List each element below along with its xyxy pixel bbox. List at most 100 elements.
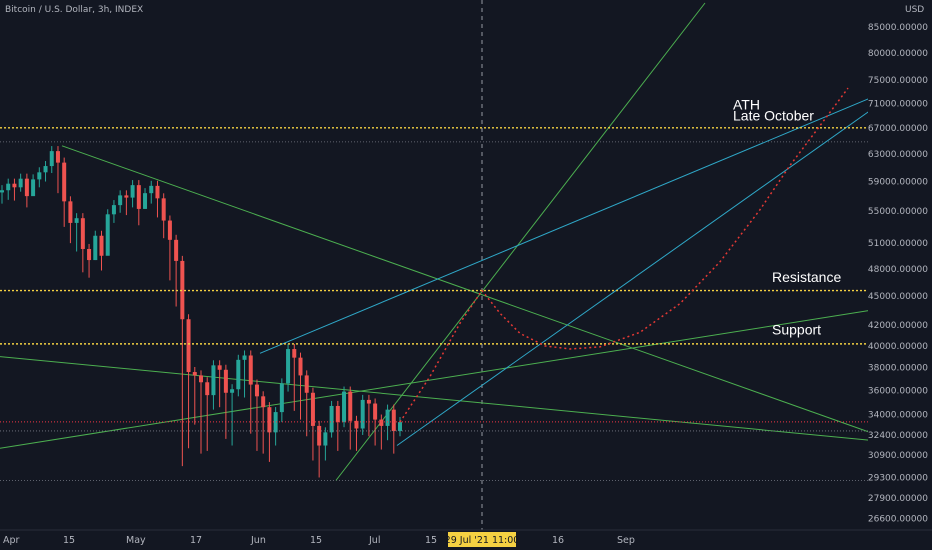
y-tick-label: 51000.00000: [868, 239, 928, 249]
candle-body: [49, 151, 54, 167]
candle-body: [254, 384, 259, 397]
candle-body: [211, 365, 216, 396]
candle-body: [111, 205, 116, 215]
crosshair-label-bg: [448, 532, 516, 547]
y-tick-label: 48000.00000: [868, 265, 928, 275]
candle-body: [373, 403, 378, 420]
candle-body: [279, 383, 284, 413]
candle-body: [310, 392, 315, 426]
candle-body: [217, 365, 222, 370]
candle-body: [62, 162, 67, 202]
candle-body: [317, 425, 322, 446]
x-tick-label: Jul: [368, 535, 380, 546]
y-tick-label: 85000.00000: [868, 23, 928, 33]
candle-body: [261, 396, 266, 408]
candle-body: [304, 375, 309, 393]
candle-body: [37, 172, 42, 180]
candle-body: [93, 235, 98, 261]
candle-body: [398, 422, 402, 432]
y-tick-label: 30900.00000: [868, 451, 928, 461]
candle-body: [87, 248, 92, 261]
candle-body: [99, 235, 104, 256]
candle-body: [24, 178, 29, 197]
candle-body: [342, 391, 347, 423]
currency-label: USD: [905, 5, 924, 15]
annotation-label: Support: [772, 321, 821, 337]
y-axis[interactable]: 26600.00000 27900.00000 29300.00000 30900.0…: [868, 0, 932, 550]
y-tick-label: 59000.00000: [868, 178, 928, 188]
candle-body: [192, 372, 197, 376]
y-tick-label: 38000.00000: [868, 364, 928, 374]
grid: [0, 0, 868, 530]
candle-body: [18, 178, 23, 188]
y-tick-label: 75000.00000: [868, 76, 928, 86]
candle-body: [230, 389, 235, 393]
candle-body: [43, 166, 48, 173]
candle-body: [273, 412, 278, 433]
y-tick-label: 71000.00000: [868, 99, 928, 109]
y-tick-label: 36000.00000: [868, 386, 928, 396]
x-tick-label: 17: [190, 535, 202, 546]
crosshair-label: 29 Jul '21 11:00: [445, 535, 520, 546]
candle-body: [391, 409, 396, 432]
candle-body: [223, 369, 228, 393]
candle-body: [118, 195, 123, 206]
trend-line: [0, 309, 871, 449]
candle-body: [80, 218, 85, 249]
candle-body: [136, 185, 141, 209]
candle-body: [124, 195, 129, 198]
y-tick-label: 32400.00000: [868, 431, 928, 441]
x-tick-label: May: [126, 535, 146, 546]
annotation-label: Late October: [733, 107, 814, 123]
y-tick-label: 26600.00000: [868, 514, 928, 524]
x-tick-label: Jun: [250, 535, 266, 546]
candle-body: [366, 399, 371, 404]
candle-body: [74, 218, 79, 223]
candle-body: [12, 183, 17, 188]
candles: [0, 146, 402, 478]
trend-line: [0, 356, 871, 441]
candle-body: [161, 198, 166, 221]
candle-body: [105, 214, 110, 256]
candle-body: [354, 420, 359, 429]
candle-body: [298, 357, 303, 376]
y-tick-label: 55000.00000: [868, 207, 928, 217]
candle-body: [0, 190, 4, 193]
candle-body: [31, 179, 36, 197]
x-tick-label: 15: [425, 535, 437, 546]
candle-body: [323, 432, 328, 446]
candle-body: [379, 419, 384, 426]
y-tick-label: 42000.00000: [868, 321, 928, 331]
trend-line: [396, 108, 873, 446]
y-tick-label: 63000.00000: [868, 150, 928, 160]
candle-body: [205, 382, 210, 396]
x-tick-label: Sep: [617, 535, 635, 546]
candle-body: [248, 355, 253, 385]
candle-body: [155, 185, 160, 199]
trend-line: [259, 96, 873, 354]
x-axis[interactable]: Apr 15 May 17 Jun 15 Jul 15 16 Sep 29 Jul '21 11:0…: [0, 529, 932, 547]
y-tick-label: 34000.00000: [868, 411, 928, 421]
candle-body: [242, 355, 247, 360]
annotation-label: Resistance: [772, 269, 841, 285]
y-tick-label: 29300.00000: [868, 473, 928, 483]
candle-body: [292, 349, 297, 358]
candle-body: [174, 239, 179, 261]
y-tick-label: 40000.00000: [868, 342, 928, 352]
y-tick-label: 67000.00000: [868, 124, 928, 134]
x-tick-label: 15: [63, 535, 75, 546]
projection-curve: [399, 87, 849, 423]
candle-body: [149, 185, 154, 194]
candle-body: [6, 183, 11, 191]
trend-line: [61, 145, 871, 433]
chart-title: Bitcoin / U.S. Dollar, 3h, INDEX: [5, 5, 143, 15]
trend-line: [335, 2, 706, 481]
candle-body: [186, 319, 191, 373]
x-tick-label: 15: [310, 535, 322, 546]
candle-body: [167, 220, 172, 240]
candle-body: [385, 409, 390, 426]
candle-body: [267, 407, 272, 433]
